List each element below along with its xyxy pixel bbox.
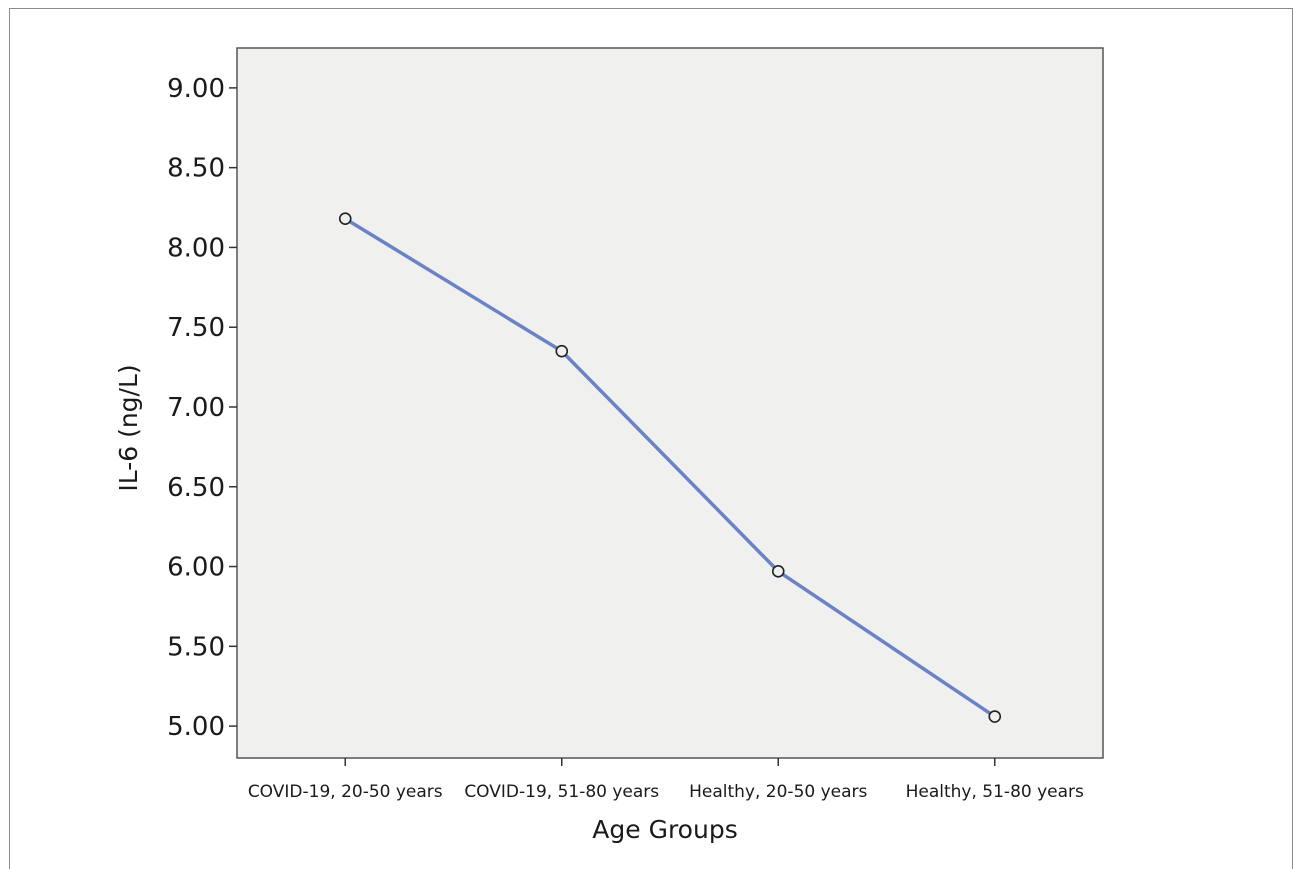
series-layer	[338, 212, 1002, 723]
y-tick-label: 8.00	[167, 233, 225, 263]
y-tick-label: 7.50	[167, 313, 225, 343]
y-tick-label: 5.50	[167, 632, 225, 662]
x-tick-label: COVID-19, 20-50 years	[248, 782, 443, 802]
y-tick-label: 9.00	[167, 74, 225, 104]
data-point	[555, 344, 569, 358]
x-tick-label: Healthy, 51-80 years	[906, 782, 1084, 802]
y-tick-label: 5.00	[167, 712, 225, 742]
x-tick-label: COVID-19, 51-80 years	[464, 782, 659, 802]
y-axis: 5.00 5.50 6.00 6.50 7.00 7.50 8.00 8.50 9.00	[167, 74, 237, 742]
x-tick-label: Healthy, 20-50 years	[689, 782, 867, 802]
y-tick-label: 6.00	[167, 553, 225, 583]
data-point	[988, 710, 1002, 723]
series-line	[344, 217, 996, 718]
data-point	[338, 212, 352, 226]
y-axis-title: IL-6 (ng/L)	[114, 364, 143, 491]
data-point	[771, 565, 785, 578]
x-axis-title: Age Groups	[592, 815, 737, 844]
y-tick-label: 6.50	[167, 473, 225, 503]
x-axis: COVID-19, 20-50 years COVID-19, 51-80 yea…	[248, 758, 1084, 802]
y-tick-label: 8.50	[167, 154, 225, 184]
plot-area	[236, 47, 1104, 759]
y-tick-label: 7.00	[167, 393, 225, 423]
